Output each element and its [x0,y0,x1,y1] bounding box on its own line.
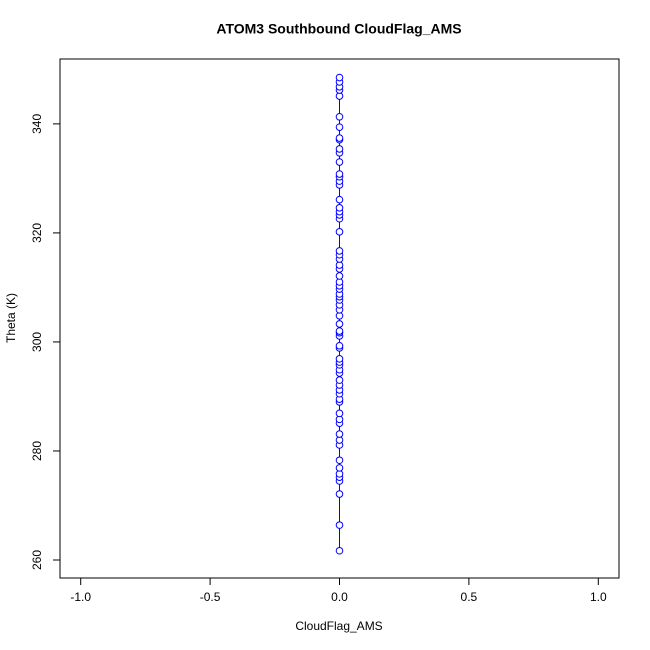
point [335,355,344,363]
point [335,134,344,142]
point [335,228,344,236]
point [335,158,344,166]
point [335,521,344,529]
point [335,204,344,212]
point [335,170,344,178]
point [335,430,344,438]
point [335,195,344,204]
point [335,112,344,121]
point [335,123,344,131]
y-tick-label: 260 [30,550,44,570]
point [335,546,344,555]
point [335,341,344,350]
point [335,490,344,498]
x-tick-label: 1.0 [590,590,607,604]
point [335,320,344,328]
x-tick-label: -1.0 [70,590,91,604]
point [335,272,344,280]
y-axis-label: Theta (K) [4,293,18,343]
point [335,464,344,472]
chart-title: ATOM3 Southbound CloudFlag_AMS [216,21,461,37]
point [335,73,344,82]
point [335,145,344,153]
y-tick-label: 320 [30,223,44,243]
y-tick-label: 300 [30,332,44,352]
y-tick-label: 340 [30,114,44,134]
point [335,247,344,255]
point [335,376,344,384]
x-tick-label: 0.5 [461,590,478,604]
x-tick-label: -0.5 [200,590,221,604]
point [335,327,344,335]
point [335,456,344,465]
y-tick-label: 280 [30,441,44,461]
x-axis-label: CloudFlag_AMS [295,619,382,633]
x-tick-label: 0.0 [331,590,348,604]
point [335,409,344,418]
